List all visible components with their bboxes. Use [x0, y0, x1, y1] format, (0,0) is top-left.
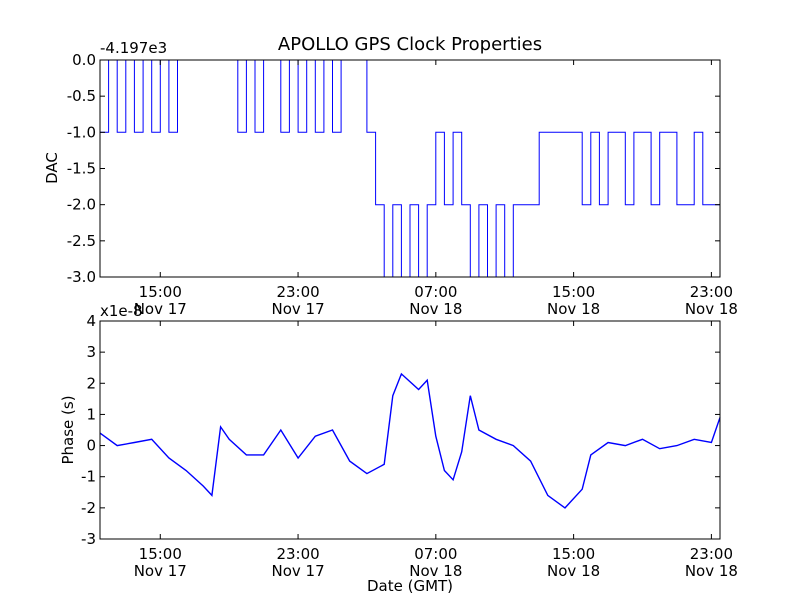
dac-y-axis-label: DAC — [43, 152, 61, 184]
phase-y-axis-label: Phase (s) — [59, 395, 77, 464]
dac-y-tick-label: -1.0 — [67, 123, 96, 141]
phase-y-tick-label: 3 — [86, 343, 96, 361]
phase-x-tick-time-label: 07:00 — [414, 545, 457, 563]
phase-offset-text: x1e-8 — [100, 302, 143, 320]
dac-x-tick-date-label: Nov 17 — [271, 300, 324, 318]
dac-series-line — [100, 59, 720, 278]
phase-x-tick-date-label: Nov 18 — [547, 562, 600, 580]
phase-plot-frame — [99, 320, 721, 540]
phase-x-tick-date-label: Nov 17 — [134, 562, 187, 580]
dac-offset-text: -4.197e3 — [100, 39, 167, 57]
phase-y-tick-label: -1 — [81, 468, 96, 486]
phase-y-tick-label: 2 — [86, 374, 96, 392]
dac-x-tick-time-label: 15:00 — [552, 283, 595, 301]
phase-series-line — [99, 372, 721, 509]
phase-x-tick-date-label: Nov 18 — [409, 562, 462, 580]
phase-x-tick-date-label: Nov 18 — [685, 562, 738, 580]
phase-y-tick-label: -3 — [81, 530, 96, 548]
dac-panel: APOLLO GPS Clock Properties -4.197e3 DAC… — [43, 34, 738, 318]
dac-x-tick-date-label: Nov 18 — [409, 300, 462, 318]
phase-x-tick-time-label: 23:00 — [690, 545, 733, 563]
dac-x-tick-date-label: Nov 17 — [134, 300, 187, 318]
dac-x-tick-time-label: 23:00 — [276, 283, 319, 301]
phase-y-tick-label: 0 — [86, 437, 96, 455]
dac-x-tick-time-label: 23:00 — [690, 283, 733, 301]
dac-y-tick-label: -1.5 — [67, 160, 96, 178]
dac-y-tick-label: -2.0 — [67, 196, 96, 214]
dac-x-tick-time-label: 15:00 — [139, 283, 182, 301]
dac-y-tick-label: -2.5 — [67, 232, 96, 250]
x-axis-label: Date (GMT) — [367, 577, 453, 595]
dac-y-tick-label: -3.0 — [67, 268, 96, 286]
phase-x-tick-time-label: 15:00 — [552, 545, 595, 563]
dac-x-tick-date-label: Nov 18 — [547, 300, 600, 318]
dac-y-tick-label: 0.0 — [72, 51, 96, 69]
phase-y-tick-label: 1 — [86, 405, 96, 423]
phase-y-tick-label: 4 — [86, 312, 96, 330]
dac-x-tick-time-label: 07:00 — [414, 283, 457, 301]
dac-x-tick-date-label: Nov 18 — [685, 300, 738, 318]
phase-x-tick-time-label: 15:00 — [139, 545, 182, 563]
dac-y-tick-label: -0.5 — [67, 87, 96, 105]
phase-x-tick-date-label: Nov 17 — [271, 562, 324, 580]
phase-x-tick-time-label: 23:00 — [276, 545, 319, 563]
phase-y-tick-label: -2 — [81, 499, 96, 517]
chart-title: APOLLO GPS Clock Properties — [278, 34, 542, 55]
